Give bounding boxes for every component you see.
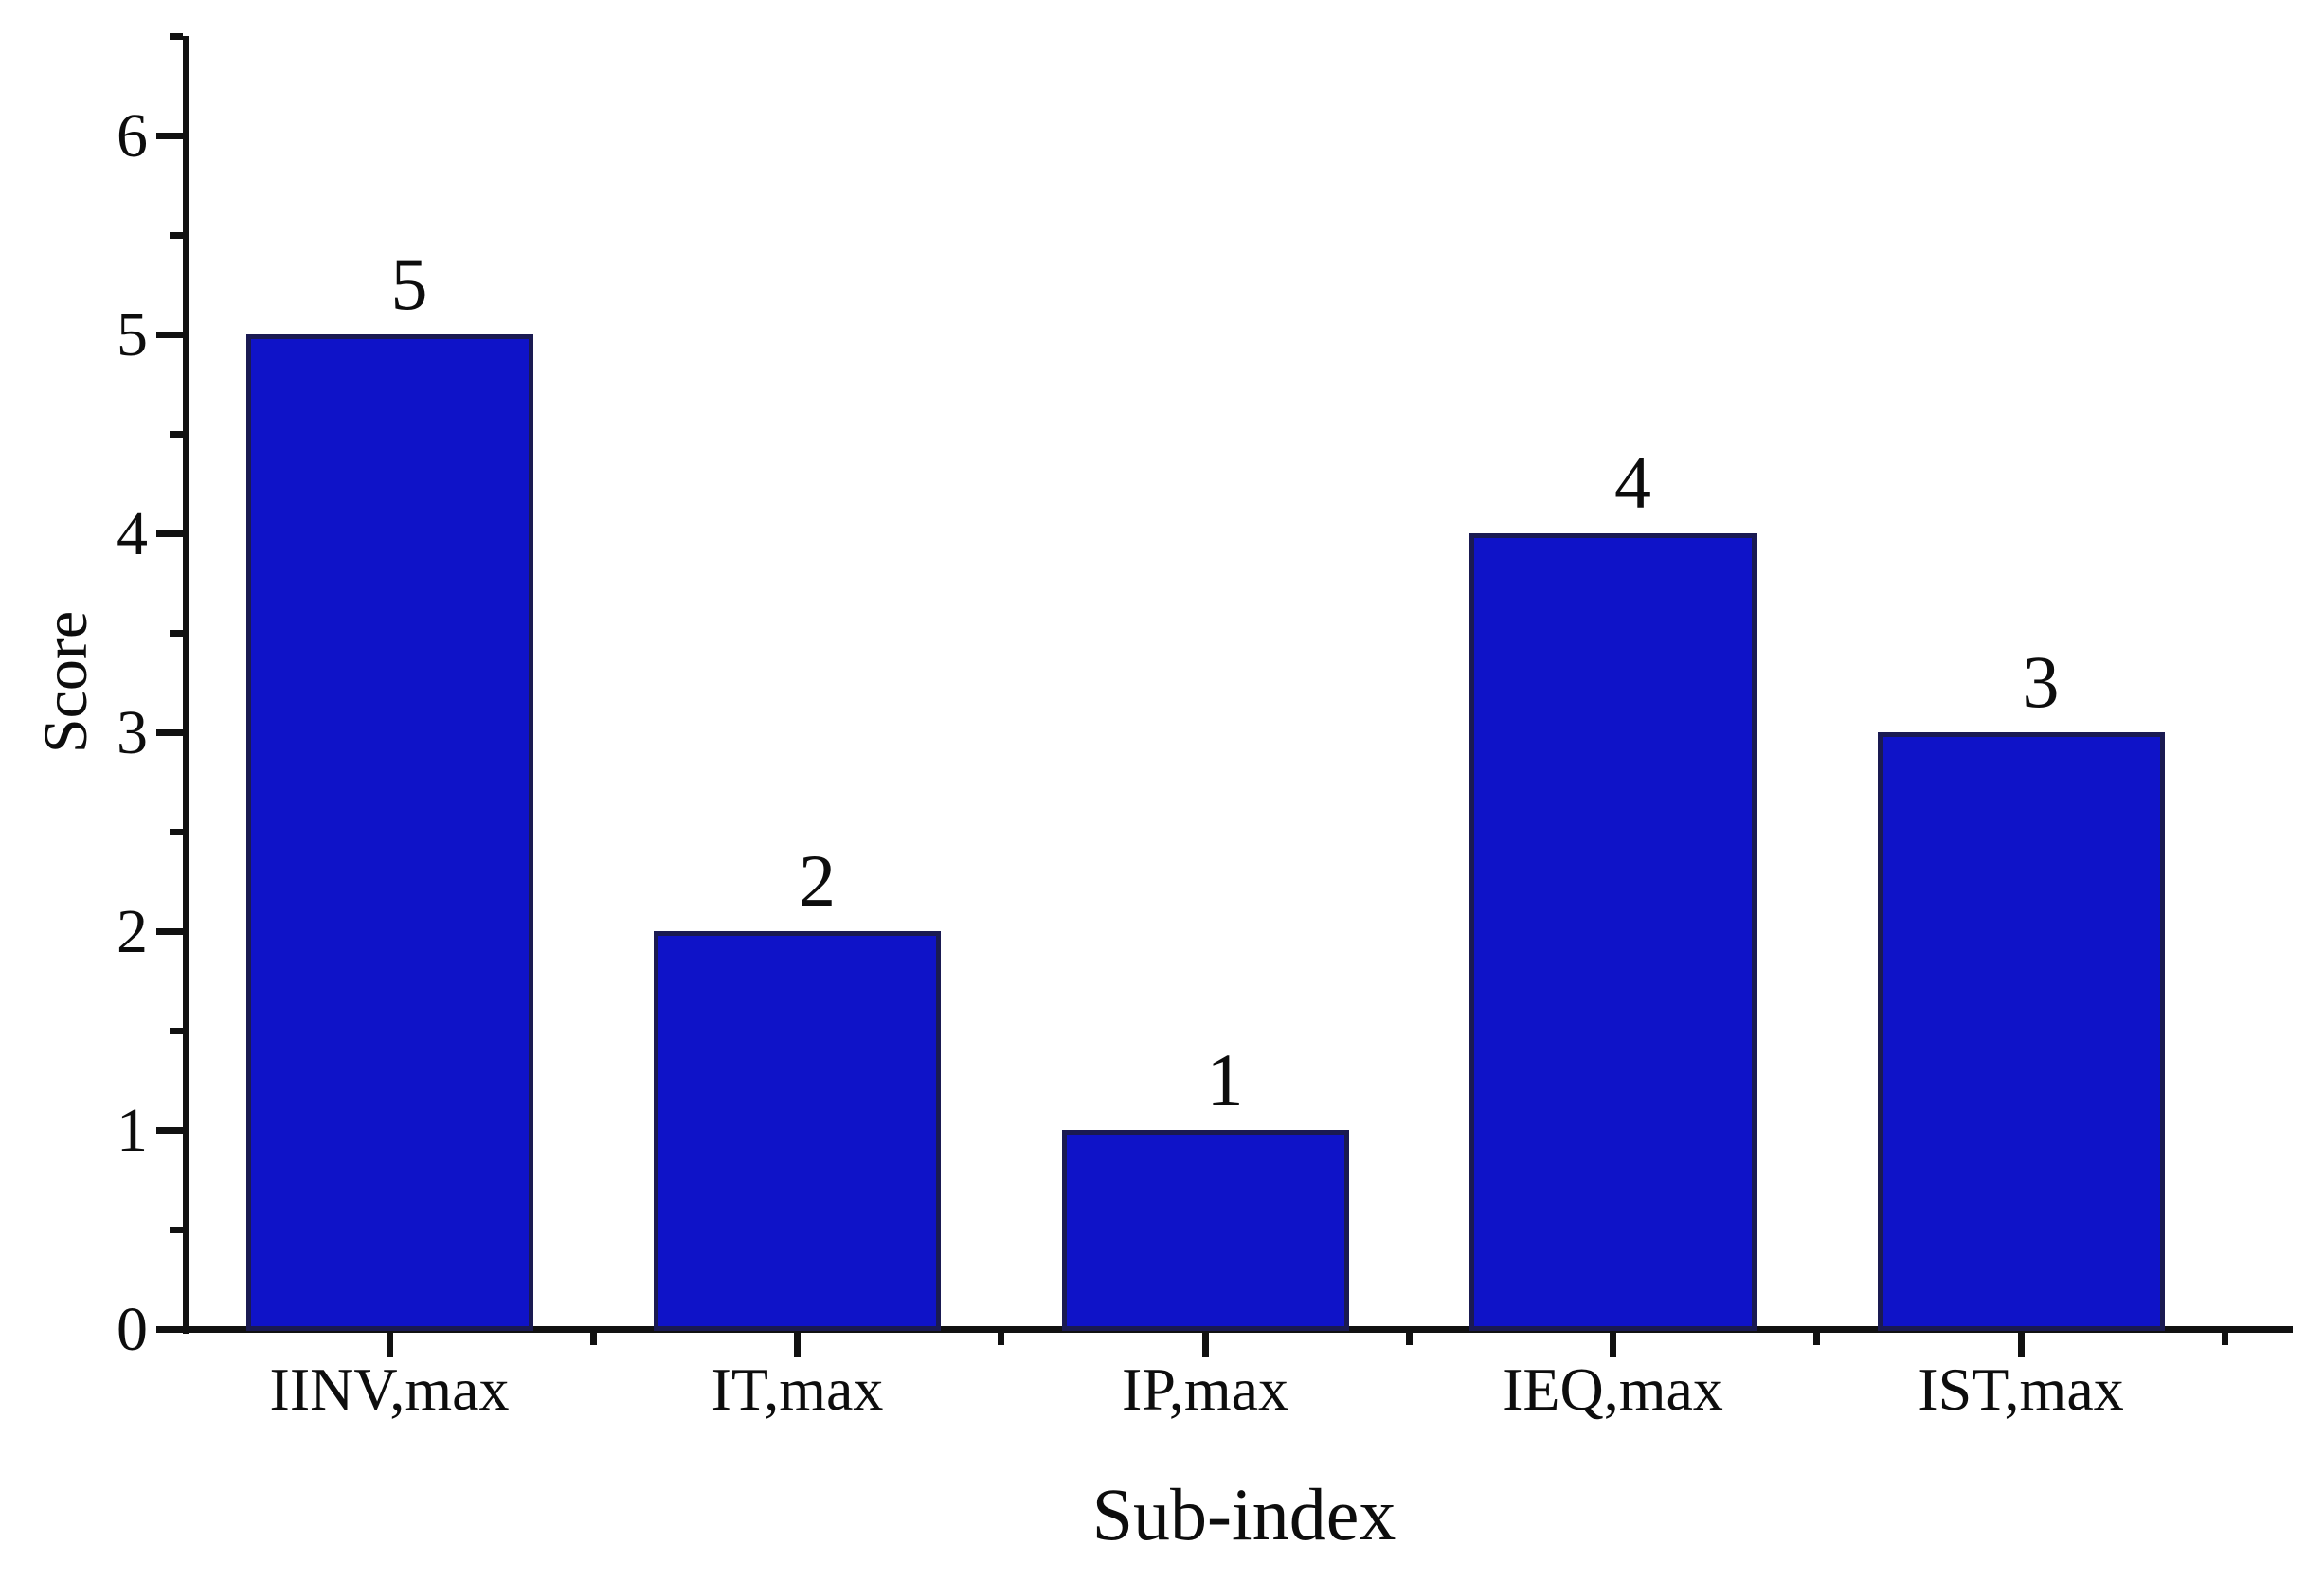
- x-major-tick: [2017, 1333, 2025, 1357]
- x-major-tick: [1201, 1333, 1209, 1357]
- y-minor-tick: [169, 829, 183, 835]
- y-minor-tick: [169, 630, 183, 637]
- x-minor-tick: [998, 1333, 1005, 1345]
- bar-value-label: 1: [1206, 1038, 1244, 1121]
- x-axis-title: Sub-index: [1091, 1473, 1396, 1555]
- y-minor-tick: [169, 232, 183, 239]
- bar: [1061, 1130, 1349, 1331]
- y-axis-title: Score: [31, 610, 100, 754]
- x-minor-tick: [1405, 1333, 1413, 1345]
- y-tick-label: 6: [117, 100, 148, 171]
- bar: [245, 334, 533, 1331]
- bar: [1877, 732, 2165, 1331]
- x-category-label: IINV,max: [269, 1356, 510, 1423]
- x-category-label: IST,max: [1918, 1356, 2124, 1423]
- y-tick-label: 5: [117, 299, 148, 369]
- x-minor-tick: [2221, 1333, 2228, 1345]
- x-category-label: IEQ,max: [1503, 1356, 1723, 1423]
- y-major-tick: [155, 1326, 183, 1333]
- y-major-tick: [155, 133, 183, 139]
- bar-value-label: 2: [799, 839, 836, 922]
- bar: [1469, 533, 1757, 1331]
- bar-value-label: 5: [390, 243, 428, 325]
- x-category-label: IT,max: [711, 1356, 884, 1423]
- bar: [654, 931, 941, 1331]
- y-tick-label: 1: [117, 1095, 148, 1165]
- y-tick-label: 3: [117, 697, 148, 767]
- y-major-tick: [155, 928, 183, 935]
- y-major-tick: [155, 332, 183, 338]
- y-major-tick: [155, 729, 183, 736]
- x-major-tick: [1610, 1333, 1616, 1357]
- y-minor-tick: [169, 1028, 183, 1034]
- x-category-label: IP,max: [1122, 1356, 1288, 1423]
- y-major-tick: [155, 530, 183, 537]
- y-minor-tick: [169, 33, 183, 40]
- x-minor-tick: [1813, 1333, 1821, 1345]
- y-tick-label: 2: [117, 896, 148, 966]
- y-tick-label: 0: [117, 1294, 148, 1364]
- y-tick-label: 4: [117, 498, 148, 568]
- x-major-tick: [794, 1333, 801, 1357]
- y-axis-line: [182, 36, 189, 1334]
- y-major-tick: [155, 1127, 183, 1134]
- y-minor-tick: [169, 431, 183, 438]
- y-minor-tick: [169, 1227, 183, 1233]
- bar-value-label: 4: [1614, 441, 1651, 524]
- bar-value-label: 3: [2022, 640, 2060, 723]
- x-minor-tick: [589, 1333, 597, 1345]
- x-major-tick: [386, 1333, 393, 1357]
